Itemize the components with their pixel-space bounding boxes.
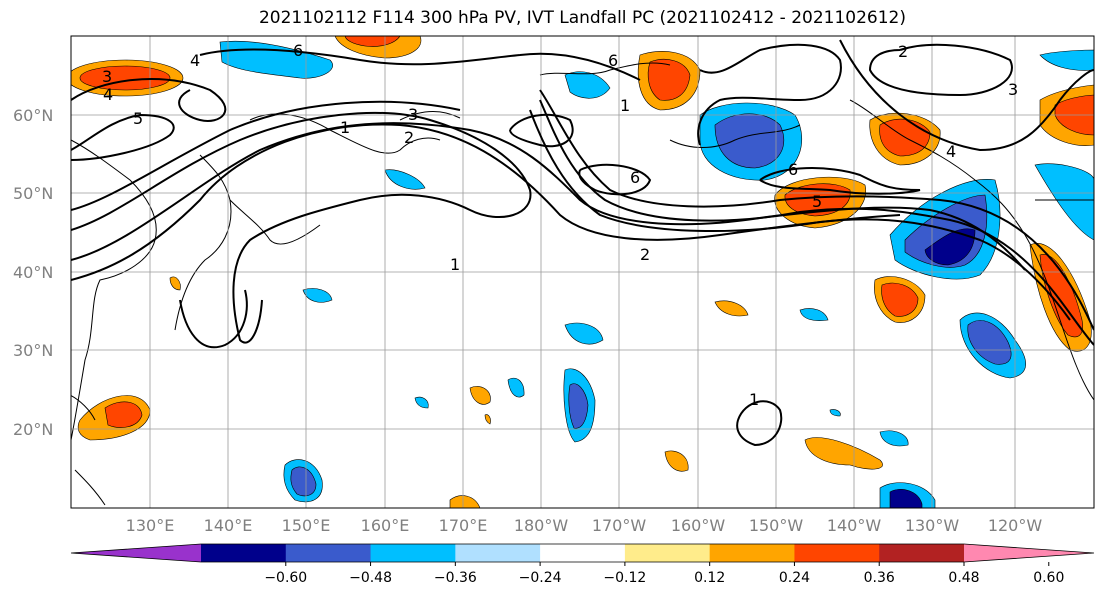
longitude-labels: 130°E 140°E 150°E 160°E 170°E 180°W 170°…: [126, 516, 1043, 535]
lon-label: 140°W: [827, 516, 882, 535]
graticule: [71, 36, 1094, 508]
lat-label: 30°N: [13, 341, 53, 360]
colorbar-segment: [540, 544, 626, 562]
contour-label: 4: [103, 85, 113, 104]
contour-label: 6: [788, 160, 798, 179]
colorbar-segment: [285, 544, 372, 562]
lat-label: 60°N: [13, 106, 53, 125]
latitude-labels: 60°N 50°N 40°N 30°N 20°N: [13, 106, 53, 439]
colorbar-tick-label: −0.48: [349, 570, 392, 586]
colorbar-segment: [794, 544, 880, 562]
colorbar-segment: [370, 544, 456, 562]
contour-label: 6: [630, 168, 640, 187]
lon-label: 150°E: [282, 516, 331, 535]
colorbar-tick-label: 0.24: [779, 570, 810, 586]
contour-label: 1: [620, 96, 630, 115]
contour-label: 3: [408, 105, 418, 124]
colorbar-outline: [70, 543, 1095, 563]
lon-label: 140°E: [204, 516, 253, 535]
contour-label: 1: [450, 255, 460, 274]
pv-contours: [71, 39, 1094, 447]
contour-label: 4: [946, 142, 956, 161]
contour-label: 3: [102, 67, 112, 86]
lon-label: 160°E: [361, 516, 410, 535]
colorbar-segment: [201, 544, 287, 562]
lon-label: 170°W: [592, 516, 647, 535]
colorbar-segment: [624, 544, 711, 562]
colorbar-tick-label: 0.36: [864, 570, 895, 586]
lon-label: 170°E: [439, 516, 488, 535]
colorbar-tick-label: −0.24: [519, 570, 562, 586]
colorbar: −0.60 −0.48 −0.36 −0.24 −0.12 0.12 0.24 0.36 0.4…: [70, 543, 1095, 586]
colorbar-segment: [879, 544, 965, 562]
lat-label: 40°N: [13, 263, 53, 282]
lon-label: 180°W: [514, 516, 569, 535]
lon-label: 130°W: [905, 516, 960, 535]
colorbar-tick-label: 0.60: [1033, 570, 1064, 586]
colorbar-tick-label: −0.60: [264, 570, 307, 586]
contour-label: 6: [293, 41, 303, 60]
colorbar-tick-label: −0.36: [434, 570, 477, 586]
colorbar-tick-label: −0.12: [603, 570, 646, 586]
contour-label: 2: [640, 245, 650, 264]
map-frame: [70, 35, 1095, 509]
colorbar-tick-label: 0.48: [948, 570, 979, 586]
lon-label: 150°W: [749, 516, 804, 535]
contour-label: 6: [608, 51, 618, 70]
contour-label: 2: [898, 42, 908, 61]
shading-layer: [71, 36, 1094, 508]
colorbar-segment: [455, 544, 541, 562]
lon-label: 120°W: [988, 516, 1043, 535]
contour-label: 5: [133, 109, 143, 128]
contour-label: 1: [749, 390, 759, 409]
coastline-layer: [71, 62, 1094, 506]
map-title: 2021102112 F114 300 hPa PV, IVT Landfall…: [258, 8, 906, 28]
colorbar-extend-high: [964, 544, 1094, 562]
colorbar-tick-label: 0.12: [694, 570, 725, 586]
contour-label-group: 6 4 3 4 5 3 1 2 6 6 5 2 1 2 6 4 3 1 1: [102, 41, 1018, 409]
colorbar-extend-low: [71, 544, 201, 562]
contour-label: 1: [340, 118, 350, 137]
lat-label: 20°N: [13, 420, 53, 439]
lon-label: 160°W: [671, 516, 726, 535]
contour-label: 4: [190, 51, 200, 70]
contour-label: 2: [404, 128, 414, 147]
colorbar-segment: [709, 544, 795, 562]
contour-label: 5: [812, 192, 822, 211]
lon-label: 130°E: [126, 516, 175, 535]
contour-label: 3: [1008, 80, 1018, 99]
lat-label: 50°N: [13, 184, 53, 203]
